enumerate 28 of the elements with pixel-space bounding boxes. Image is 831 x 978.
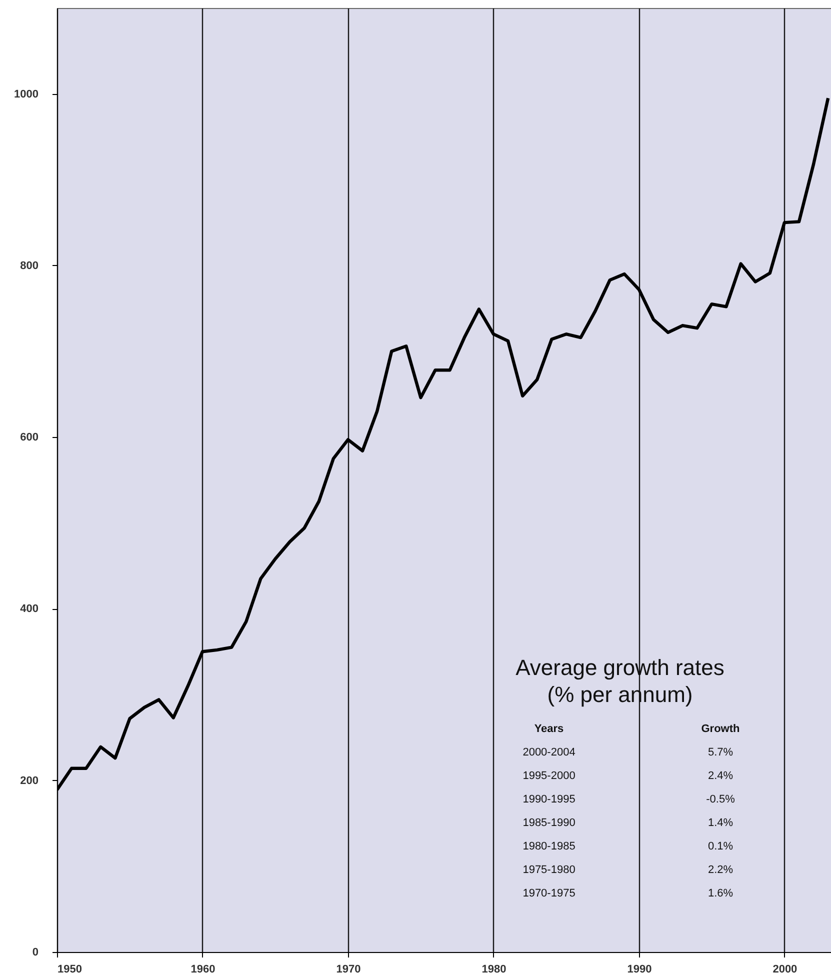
annotation: 2.2% [708, 864, 734, 876]
annotation: 1.6% [708, 887, 734, 900]
annotation: 1990-1995 [522, 793, 576, 806]
y-tick-label: 800 [20, 260, 38, 272]
y-tick-label: 200 [20, 774, 38, 787]
annotation: 1995-2000 [522, 770, 576, 782]
x-tick-label: 1960 [190, 964, 216, 976]
annotation: 1980-1985 [522, 840, 576, 852]
annotation: 1.4% [708, 816, 734, 829]
annotation: 1970-1975 [522, 887, 576, 900]
x-tick-label: 1990 [627, 964, 652, 976]
y-tick-label: 600 [20, 432, 38, 444]
annotation: 2000-2004 [522, 746, 576, 758]
x-tick-label: 1950 [58, 964, 82, 976]
annotation: 5.7% [708, 746, 734, 758]
annotation: 2.4% [708, 770, 734, 782]
x-tick-label: 1980 [482, 964, 506, 976]
x-tick-label: 1970 [336, 964, 361, 976]
annotation: 0.1% [708, 840, 734, 852]
y-tick-label: 1000 [14, 88, 38, 100]
y-tick-label: 400 [20, 603, 38, 616]
y-tick-label: 0 [32, 946, 38, 958]
annotation: Years [534, 722, 564, 735]
annotation: Growth [701, 722, 740, 735]
x-tick-label: 2000 [772, 964, 798, 976]
annotation: 1985-1990 [522, 816, 576, 829]
annotation: -0.5% [706, 793, 736, 806]
annotation: 1975-1980 [522, 864, 576, 876]
